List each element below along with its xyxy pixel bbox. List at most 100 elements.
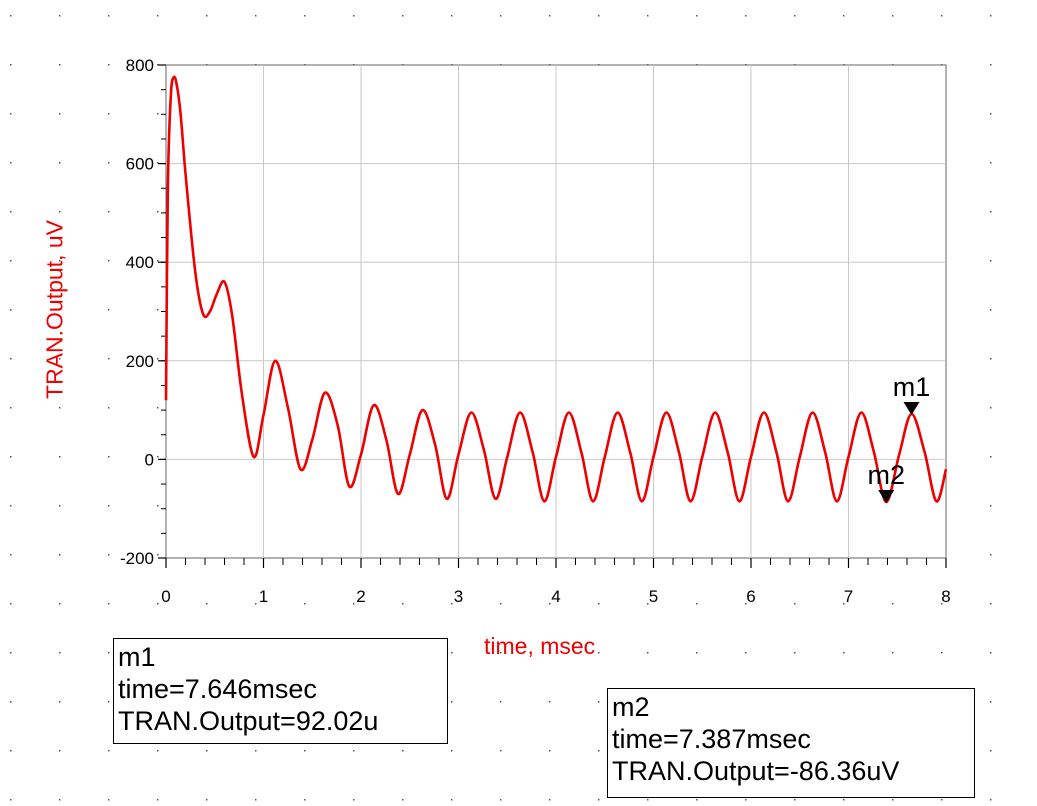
bg-dot	[353, 15, 355, 17]
bg-dot	[843, 652, 845, 654]
x-tick-label: 1	[259, 587, 268, 606]
x-tick-label: 5	[649, 587, 658, 606]
y-axis-label: TRAN.Output, uV	[41, 220, 68, 399]
bg-dot	[59, 652, 61, 654]
y-tick-label: 0	[145, 450, 154, 469]
bg-dot	[549, 799, 551, 801]
bg-dot	[157, 309, 159, 311]
bg-dot	[157, 211, 159, 213]
marker-m1-time: time=7.646msec	[118, 674, 317, 704]
bg-dot	[990, 15, 992, 17]
bg-dot	[941, 799, 943, 801]
bg-dot	[549, 603, 551, 605]
bg-dot	[647, 603, 649, 605]
bg-dot	[402, 750, 404, 752]
bg-dot	[10, 652, 12, 654]
marker-m2-label: m2	[867, 460, 905, 490]
bg-dot	[990, 652, 992, 654]
bg-dot	[304, 799, 306, 801]
x-tick-label: 7	[844, 587, 853, 606]
bg-dot	[108, 603, 110, 605]
bg-dot	[108, 505, 110, 507]
bg-dot	[206, 750, 208, 752]
bg-dot	[59, 701, 61, 703]
bg-dot	[598, 750, 600, 752]
bg-dot	[990, 505, 992, 507]
bg-dot	[990, 750, 992, 752]
marker-m1-readout[interactable]: m1 time=7.646msec TRAN.Output=92.02u	[113, 638, 448, 744]
bg-dot	[353, 603, 355, 605]
bg-dot	[59, 309, 61, 311]
bg-dot	[157, 554, 159, 556]
bg-dot	[10, 162, 12, 164]
bg-dot	[696, 603, 698, 605]
bg-dot	[157, 603, 159, 605]
marker-m2-readout[interactable]: m2 time=7.387msec TRAN.Output=-86.36uV	[607, 688, 975, 798]
x-tick-label: 6	[746, 587, 755, 606]
bg-dot	[59, 456, 61, 458]
bg-dot	[59, 113, 61, 115]
bg-dot	[157, 260, 159, 262]
bg-dot	[304, 603, 306, 605]
bg-dot	[794, 15, 796, 17]
bg-dot	[990, 456, 992, 458]
bg-dot	[108, 162, 110, 164]
bg-dot	[402, 603, 404, 605]
bg-dot	[59, 162, 61, 164]
bg-dot	[990, 603, 992, 605]
x-tick-label: 2	[356, 587, 365, 606]
bg-dot	[843, 799, 845, 801]
bg-dot	[59, 554, 61, 556]
bg-dot	[10, 603, 12, 605]
bg-dot	[402, 799, 404, 801]
bg-dot	[843, 15, 845, 17]
x-axis-label: time, msec	[484, 633, 596, 659]
bg-dot	[206, 603, 208, 605]
bg-dot	[990, 407, 992, 409]
bg-dot	[696, 799, 698, 801]
bg-dot	[10, 358, 12, 360]
bg-dot	[206, 799, 208, 801]
bg-dot	[647, 652, 649, 654]
bg-dot	[892, 652, 894, 654]
bg-dot	[451, 652, 453, 654]
bg-dot	[500, 799, 502, 801]
bg-dot	[59, 260, 61, 262]
bg-dot	[108, 211, 110, 213]
bg-dot	[59, 505, 61, 507]
bg-dot	[304, 750, 306, 752]
y-tick-label: 200	[126, 352, 154, 371]
x-tick-label: 8	[941, 587, 950, 606]
marker-m2-value: TRAN.Output=-86.36uV	[612, 756, 900, 786]
bg-dot	[157, 64, 159, 66]
y-tick-label: 400	[126, 253, 154, 272]
bg-dot	[794, 799, 796, 801]
bg-dot	[157, 15, 159, 17]
bg-dot	[892, 799, 894, 801]
bg-dot	[843, 603, 845, 605]
bg-dot	[59, 603, 61, 605]
bg-dot	[647, 799, 649, 801]
bg-dot	[696, 15, 698, 17]
bg-dot	[108, 456, 110, 458]
bg-dot	[990, 162, 992, 164]
bg-dot	[108, 309, 110, 311]
marker-m2-time: time=7.387msec	[612, 724, 811, 754]
bg-dot	[304, 15, 306, 17]
bg-dot	[10, 407, 12, 409]
bg-dot	[157, 750, 159, 752]
bg-dot	[10, 799, 12, 801]
bg-dot	[10, 505, 12, 507]
x-tick-label: 3	[454, 587, 463, 606]
bg-dot	[108, 113, 110, 115]
bg-dot	[990, 64, 992, 66]
x-tick-label: 4	[551, 587, 560, 606]
bg-dot	[108, 652, 110, 654]
bg-dot	[451, 603, 453, 605]
bg-dot	[353, 799, 355, 801]
bg-dot	[59, 211, 61, 213]
bg-dot	[10, 260, 12, 262]
bg-dot	[10, 113, 12, 115]
bg-dot	[990, 309, 992, 311]
bg-dot	[598, 652, 600, 654]
